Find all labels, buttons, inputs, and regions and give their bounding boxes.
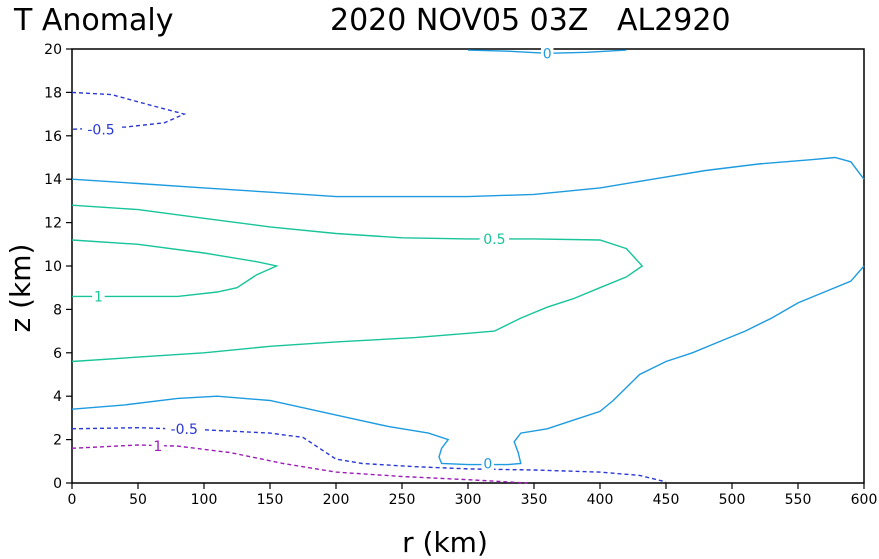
contour-label-bg-4 [82, 121, 121, 138]
contour-line-1 [71, 265, 865, 466]
y-tick-label-0: 0 [53, 476, 62, 492]
x-tick-label-7: 350 [521, 492, 548, 508]
contour-label-bg-3 [92, 288, 105, 305]
x-tick-label-4: 200 [323, 492, 350, 508]
y-tick-label-8: 16 [44, 129, 62, 145]
contour-line-5 [71, 91, 187, 130]
x-tick-label-12: 600 [851, 492, 878, 508]
x-tick-label-2: 100 [191, 492, 218, 508]
x-tick-label-1: 50 [129, 492, 147, 508]
y-tick-label-6: 12 [44, 216, 62, 232]
y-tick-label-9: 18 [44, 85, 62, 101]
x-tick-label-3: 150 [257, 492, 284, 508]
y-tick-label-4: 8 [53, 302, 62, 318]
contour-line-0 [71, 156, 865, 198]
contour-label-0: 0 [543, 46, 552, 62]
contour-line-4 [71, 239, 279, 298]
axis-ticks: 0 50 100 150 200 250 300 350 400 450 500 550 6000246… [44, 42, 877, 508]
contour-label-1: 0 [483, 456, 492, 472]
contour-label-6: 1 [153, 439, 162, 455]
x-tick-label-5: 250 [389, 492, 416, 508]
contour-label-bg-1 [481, 455, 495, 472]
contour-label-bg-5 [165, 420, 204, 437]
contour-label-3: 1 [94, 289, 103, 305]
x-tick-label-6: 300 [455, 492, 482, 508]
y-tick-label-3: 6 [53, 346, 62, 362]
contour-label-4: -0.5 [87, 122, 114, 138]
contour-label-bg-6 [151, 438, 165, 455]
y-axis-label: z (km) [4, 244, 37, 333]
y-tick-label-7: 14 [44, 172, 62, 188]
x-tick-label-9: 450 [653, 492, 680, 508]
contour-label-bg-0 [540, 45, 554, 62]
y-tick-label-5: 10 [44, 259, 62, 275]
chart-title-left: T Anomaly [13, 3, 173, 38]
contour-label-2: 0.5 [483, 232, 505, 248]
y-tick-label-2: 4 [53, 389, 62, 405]
plot-area: 0 0 0.5 1 -0.5 -0.5 1 [71, 45, 865, 484]
chart-title-right: 2020 NOV05 03Z AL2920 [330, 3, 731, 38]
y-tick-label-10: 20 [44, 42, 62, 58]
contour-line-6 [71, 426, 667, 483]
contour-label-5: -0.5 [171, 422, 198, 438]
x-tick-label-0: 0 [68, 492, 77, 508]
x-axis-label: r (km) [402, 526, 488, 559]
y-tick-label-1: 2 [53, 433, 62, 449]
x-tick-label-11: 550 [785, 492, 812, 508]
plot-frame [71, 48, 865, 484]
contour-line-3 [71, 204, 644, 363]
x-tick-label-8: 400 [587, 492, 614, 508]
contour-label-bg-2 [479, 230, 510, 247]
x-tick-label-10: 500 [719, 492, 746, 508]
